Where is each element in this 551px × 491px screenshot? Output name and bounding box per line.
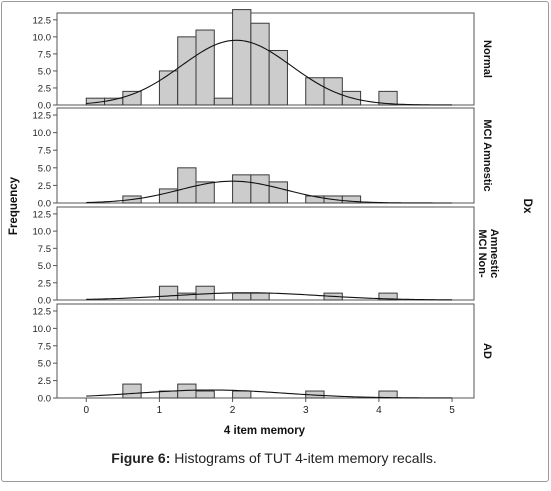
x-tick-label: 2 [230, 405, 236, 416]
y-tick-label: 2.5 [38, 278, 51, 289]
histogram-bar [195, 390, 215, 399]
x-tick-label: 3 [303, 405, 309, 416]
histogram-bar [250, 292, 270, 301]
y-tick-label: 7.5 [38, 341, 51, 352]
y-tick-label: 0.0 [38, 199, 51, 210]
histogram-bar [250, 22, 270, 106]
y-tick-label: 12.5 [33, 15, 52, 26]
histogram-bar [195, 29, 215, 106]
y-tick-label: 7.5 [38, 244, 51, 255]
y-tick-label: 5.0 [38, 66, 51, 77]
facet-label: Amnestic [488, 229, 500, 279]
y-tick-label: 12.5 [33, 209, 52, 220]
y-tick-label: 5.0 [38, 261, 51, 272]
histogram-bar [177, 36, 197, 106]
y-tick-label: 5.0 [38, 163, 51, 174]
histogram-bar [177, 167, 197, 204]
histogram-bar [232, 390, 252, 399]
histogram-bar [250, 174, 270, 204]
histogram-bar [158, 285, 179, 301]
x-tick-label: 5 [449, 405, 455, 416]
x-tick-label: 0 [83, 405, 89, 416]
histogram-bar [268, 49, 288, 106]
histogram-bar [232, 9, 252, 106]
histogram-bar [341, 195, 362, 204]
histogram-chart: 0.02.55.07.510.012.5Normal0.02.55.07.510… [8, 9, 533, 437]
histogram-bar [378, 292, 398, 301]
histogram-bar [378, 90, 398, 106]
y-tick-label: 2.5 [38, 83, 51, 94]
facet-variable-label: Dx [521, 199, 533, 214]
figure-caption: Figure 6: Histograms of TUT 4-item memor… [0, 450, 548, 466]
histogram-bar [232, 292, 252, 301]
y-tick-label: 2.5 [38, 376, 51, 387]
histogram-bar [232, 174, 252, 204]
y-tick-label: 2.5 [38, 181, 51, 192]
y-axis-label: Frequency [8, 176, 20, 235]
facet-label: Normal [481, 40, 493, 78]
y-tick-label: 5.0 [38, 359, 51, 370]
histogram-bar [122, 383, 142, 399]
histogram-bar [268, 181, 288, 204]
y-tick-label: 7.5 [38, 146, 51, 157]
y-tick-label: 0.0 [38, 394, 51, 405]
x-tick-label: 1 [157, 405, 163, 416]
normal-curve [86, 389, 453, 399]
normal-curve [86, 39, 453, 106]
facet-label: MCI Non- [476, 229, 488, 278]
facet-label: AD [481, 343, 493, 359]
normal-curve [86, 180, 453, 204]
caption-label: Figure 6: [111, 450, 171, 466]
histogram-bar [195, 181, 215, 204]
x-tick-label: 4 [376, 405, 382, 416]
histogram-bar [122, 90, 142, 106]
y-tick-label: 10.0 [33, 32, 52, 43]
histogram-bar [158, 70, 179, 106]
facet-label: MCI Amnestic [481, 119, 493, 191]
y-tick-label: 12.5 [33, 111, 52, 122]
y-tick-label: 10.0 [33, 128, 52, 139]
caption-text: Histograms of TUT 4-item memory recalls. [170, 450, 437, 466]
y-tick-label: 10.0 [33, 227, 52, 238]
y-tick-label: 12.5 [33, 306, 52, 317]
y-tick-label: 10.0 [33, 324, 52, 335]
panel-frame [56, 206, 475, 301]
y-tick-label: 0.0 [38, 296, 51, 307]
normal-curve [86, 292, 453, 301]
x-axis-label: 4 item memory [224, 425, 306, 437]
y-tick-label: 0.0 [38, 101, 51, 112]
y-tick-label: 7.5 [38, 49, 51, 60]
panel-frame [56, 303, 475, 399]
histogram-bar [213, 97, 234, 106]
